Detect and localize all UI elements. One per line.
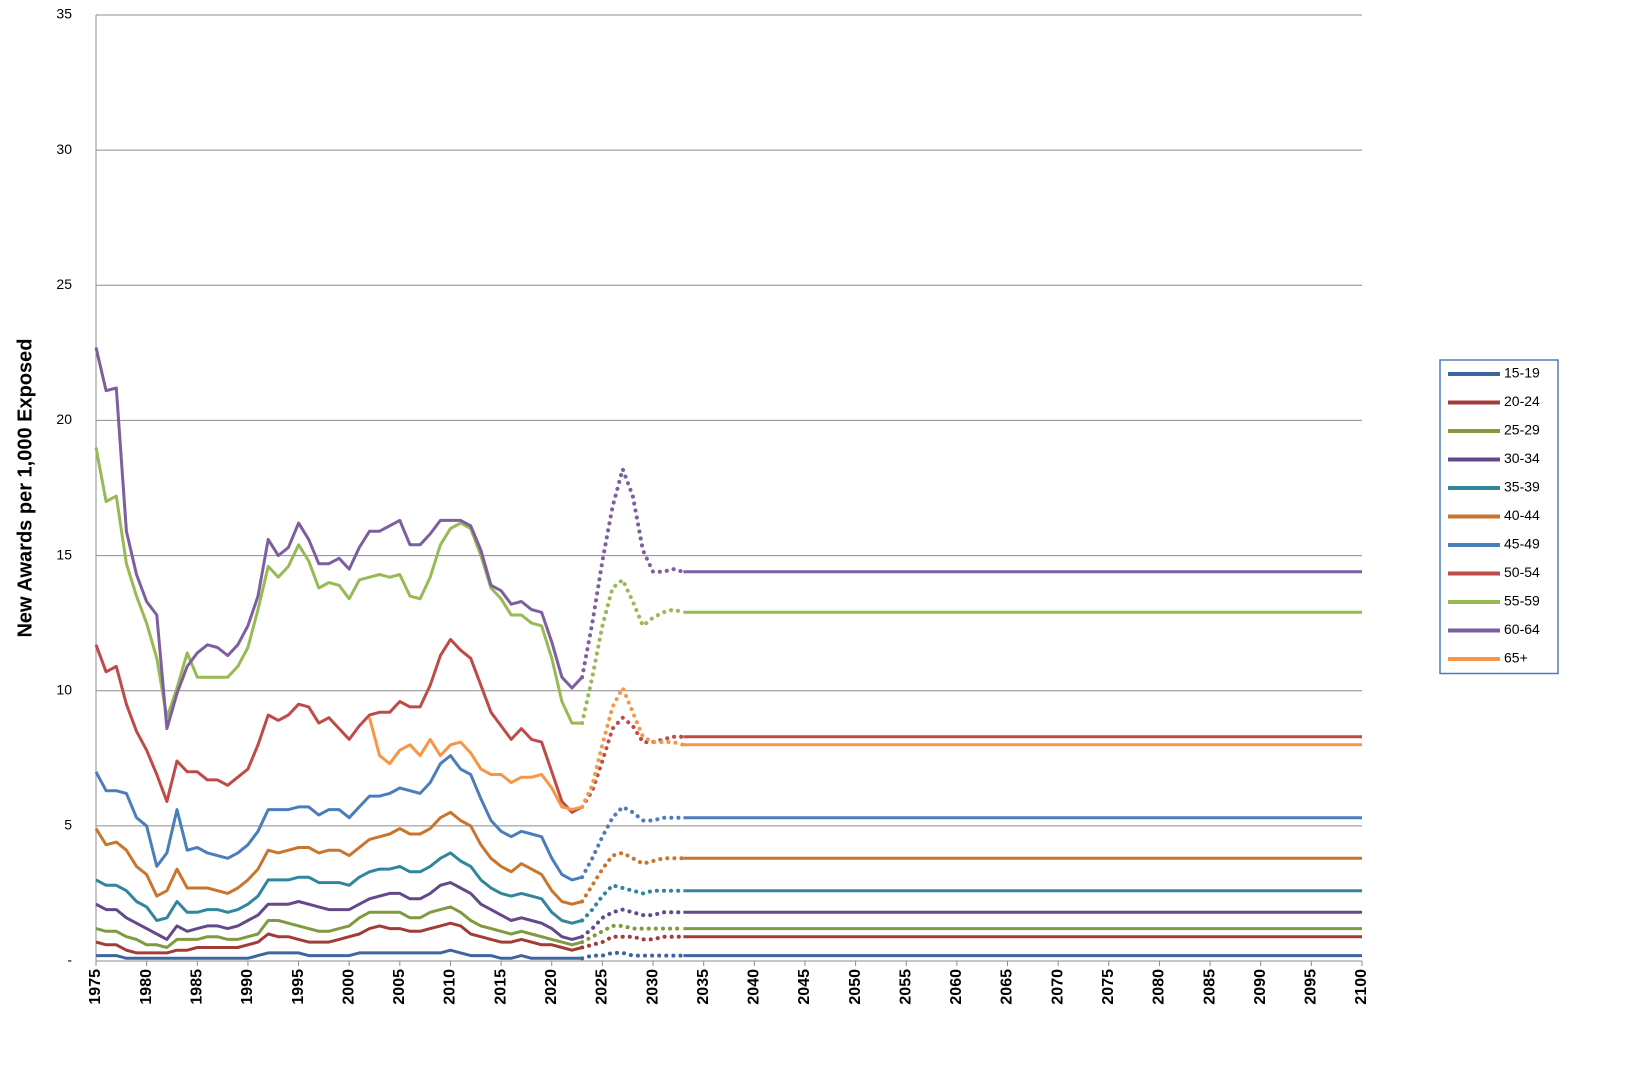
x-tick-label: 2055 [897, 969, 914, 1005]
x-tick-label: 2045 [796, 969, 813, 1005]
x-tick-label: 2005 [391, 969, 408, 1005]
x-tick-label: 2040 [746, 969, 763, 1005]
series-line [96, 948, 583, 960]
x-tick-label: 2030 [644, 969, 661, 1005]
x-tick-label: 2025 [594, 969, 611, 1005]
x-tick-label: 2050 [847, 969, 864, 1005]
x-tick-label: 2085 [1201, 969, 1218, 1005]
y-tick-label: 5 [64, 817, 72, 833]
series-line [94, 810, 583, 906]
x-tick-label: 1985 [188, 969, 205, 1005]
legend-label: 15-19 [1504, 365, 1540, 381]
x-tick-label: 2065 [999, 969, 1016, 1005]
series-line [94, 347, 584, 731]
y-tick-label: 20 [56, 411, 72, 427]
x-tick-label: 1980 [138, 969, 155, 1005]
projection-line [580, 804, 686, 880]
legend: 15-19 20-24 25-29 30-34 35-39 40-44 45-49 50-54… [1439, 359, 1559, 675]
projection-line [580, 686, 686, 809]
legend-label: 50-54 [1504, 564, 1540, 580]
projection-line [580, 883, 686, 923]
legend-label: 60-64 [1504, 621, 1540, 637]
legend-label: 25-29 [1504, 422, 1540, 438]
legend-label: 55-59 [1504, 593, 1540, 609]
projection-line [580, 923, 686, 945]
legend-label: 20-24 [1504, 393, 1540, 409]
series-line [368, 717, 583, 812]
x-tick-label: 1975 [87, 969, 104, 1005]
x-tick-label: 2000 [340, 969, 357, 1005]
series-line [95, 905, 583, 949]
series-line [95, 881, 583, 941]
x-tick-label: 2095 [1303, 969, 1320, 1005]
y-axis-label: New Awards per 1,000 Exposed [14, 338, 36, 637]
x-tick-label: 2080 [1151, 969, 1168, 1005]
y-tick-label: 15 [56, 546, 72, 562]
legend-label: 40-44 [1504, 507, 1540, 523]
x-tick-label: 2010 [442, 969, 459, 1005]
series-line [94, 447, 583, 725]
series-line [95, 851, 583, 925]
y-tick-label: 35 [56, 6, 72, 22]
legend-label: 45-49 [1504, 536, 1540, 552]
x-tick-label: 2035 [695, 969, 712, 1005]
x-tick-label: 2100 [1353, 969, 1370, 1005]
x-tick-label: 2090 [1252, 969, 1269, 1005]
x-tick-label: 1990 [239, 969, 256, 1005]
series-line [95, 921, 583, 955]
projection-line [580, 467, 686, 680]
x-tick-label: 2060 [948, 969, 965, 1005]
x-tick-label: 2075 [1100, 969, 1117, 1005]
projection-line [580, 950, 686, 961]
legend-label: 30-34 [1504, 450, 1540, 466]
projection-line [580, 850, 686, 904]
legend-label: 65+ [1504, 650, 1528, 666]
projection-line [580, 934, 686, 950]
series-line [94, 754, 583, 882]
series-line [94, 637, 583, 814]
x-tick-label: 1995 [290, 969, 307, 1005]
x-tick-label: 2015 [492, 969, 509, 1005]
y-tick-label: 25 [56, 276, 72, 292]
y-tick-label: - [67, 952, 72, 968]
y-tick-label: 30 [56, 141, 72, 157]
legend-label: 35-39 [1504, 479, 1540, 495]
projection-line [580, 715, 686, 809]
y-tick-label: 10 [56, 681, 72, 697]
projection-line [580, 907, 686, 939]
x-tick-label: 2070 [1049, 969, 1066, 1005]
x-tick-label: 2020 [543, 969, 560, 1005]
